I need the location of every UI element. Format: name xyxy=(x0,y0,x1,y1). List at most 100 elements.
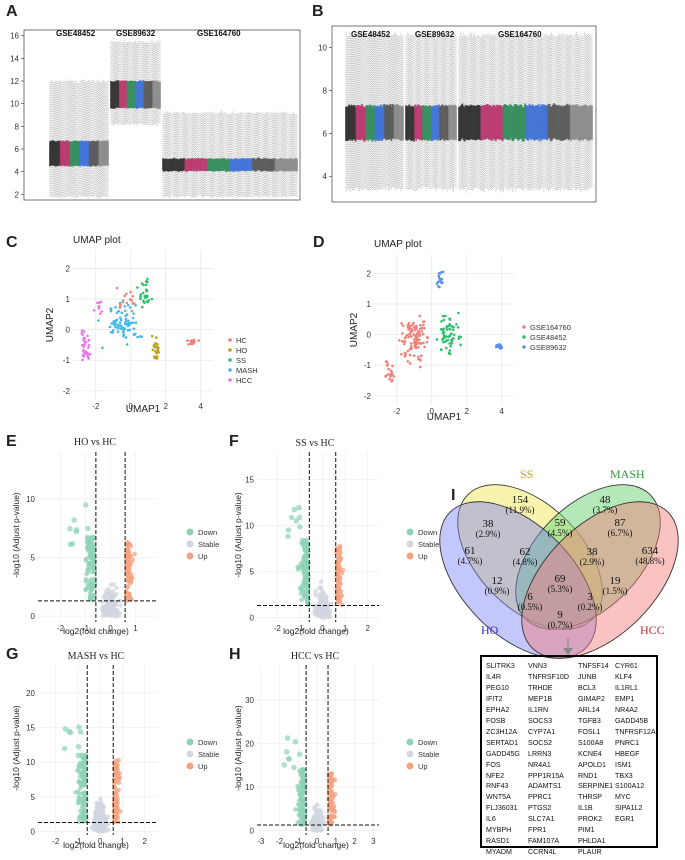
box xyxy=(379,104,382,139)
box xyxy=(591,105,593,140)
box xyxy=(272,159,275,172)
stable-point xyxy=(312,813,317,819)
box xyxy=(522,107,525,142)
stable-point xyxy=(98,796,103,801)
box xyxy=(59,141,62,167)
gene-name: MYC xyxy=(615,793,631,802)
box xyxy=(185,159,188,173)
box xyxy=(570,105,573,140)
stable-point xyxy=(97,823,102,828)
down-point xyxy=(89,537,94,542)
down-point xyxy=(85,582,91,588)
umap-point xyxy=(125,343,129,346)
box xyxy=(142,80,145,108)
umap-point xyxy=(123,309,127,313)
up-point xyxy=(328,784,334,789)
gene-list-box: SLITRK3 IL4R PEG10 IFIT2 EPHA2 FOSB ZC3H12A SER… xyxy=(480,655,658,856)
umap-point xyxy=(150,334,154,338)
box xyxy=(261,159,263,172)
box xyxy=(573,105,576,140)
umap-point xyxy=(414,339,418,343)
box xyxy=(53,140,56,166)
legend-label: Up xyxy=(198,552,208,561)
down-point xyxy=(69,541,76,547)
umap-point xyxy=(398,338,401,342)
umap-point xyxy=(410,335,413,338)
box xyxy=(278,158,280,171)
box xyxy=(540,106,543,141)
umap-point xyxy=(97,319,100,322)
box xyxy=(95,141,98,167)
y-tick-label: 15 xyxy=(245,476,254,485)
up-point xyxy=(334,551,339,556)
box xyxy=(428,104,431,140)
down-point xyxy=(75,752,82,759)
umap-point xyxy=(136,335,139,339)
box xyxy=(127,81,130,109)
box xyxy=(374,107,377,142)
umap-point xyxy=(418,324,422,327)
legend-dot xyxy=(186,750,194,758)
box xyxy=(121,80,124,108)
box xyxy=(511,106,514,142)
y-tick-label: 2 xyxy=(66,264,71,273)
panel-c-points xyxy=(80,277,201,362)
umap-point xyxy=(441,270,445,274)
gene-name: PROK2 xyxy=(578,815,603,824)
stable-point xyxy=(103,592,108,597)
panel-d-title: UMAP plot xyxy=(374,239,422,250)
box xyxy=(402,106,404,141)
box xyxy=(543,105,545,140)
umap-point xyxy=(154,349,157,353)
venn-region-percent: (48.8%) xyxy=(635,556,664,566)
box xyxy=(74,140,77,166)
box xyxy=(75,140,78,166)
venn-region-count: 69 xyxy=(555,573,567,585)
box xyxy=(150,80,152,109)
box xyxy=(455,106,457,141)
stable-point xyxy=(104,607,109,612)
umap-point xyxy=(118,321,122,325)
umap-point xyxy=(124,319,128,323)
box xyxy=(507,105,510,140)
umap-point xyxy=(401,332,404,335)
umap-point xyxy=(146,277,149,281)
x-tick-label: 1 xyxy=(334,837,339,846)
stable-point xyxy=(317,813,322,819)
umap-point xyxy=(122,327,126,331)
y-tick-label: 0 xyxy=(31,828,36,837)
gene-name: JUNB xyxy=(578,672,597,681)
venn-region-labels: 154(11.9%)48(3.7%)38(2.9%)59(4.5%)87(6.7… xyxy=(458,494,665,630)
box xyxy=(193,158,196,172)
box xyxy=(399,106,402,141)
stable-point xyxy=(94,800,99,805)
box xyxy=(568,104,571,139)
box xyxy=(532,106,535,141)
gene-name: SLITRK3 xyxy=(486,662,515,670)
box xyxy=(520,105,523,140)
gene-name: PNRC1 xyxy=(615,738,640,747)
umap-point xyxy=(404,336,407,339)
legend-dot xyxy=(406,540,414,548)
venn-region-percent: (11.9%) xyxy=(506,505,535,515)
umap-point xyxy=(138,335,142,338)
panel-d: D UMAP plot -2 0 2 4 -2 -1 0 1 2 UMAP1 UMAP2 GSE… xyxy=(313,234,571,423)
box xyxy=(500,105,503,141)
umap-point xyxy=(405,333,409,337)
gene-name: ISM1 xyxy=(615,760,632,769)
venn-region-count: 12 xyxy=(492,575,503,587)
umap-point xyxy=(390,370,393,373)
down-point xyxy=(71,517,77,523)
box xyxy=(406,106,409,141)
up-point xyxy=(326,813,332,819)
stable-point xyxy=(99,800,104,805)
box xyxy=(172,158,175,171)
venn-region-count: 9 xyxy=(557,609,563,621)
box xyxy=(383,104,385,139)
panel-a-gse89632-label: GSE89632 xyxy=(116,29,156,38)
umap-point xyxy=(80,332,83,335)
stable-point xyxy=(104,612,109,618)
umap-point xyxy=(386,363,390,366)
umap-point xyxy=(412,321,415,325)
y-tick-label: 30 xyxy=(245,696,254,705)
